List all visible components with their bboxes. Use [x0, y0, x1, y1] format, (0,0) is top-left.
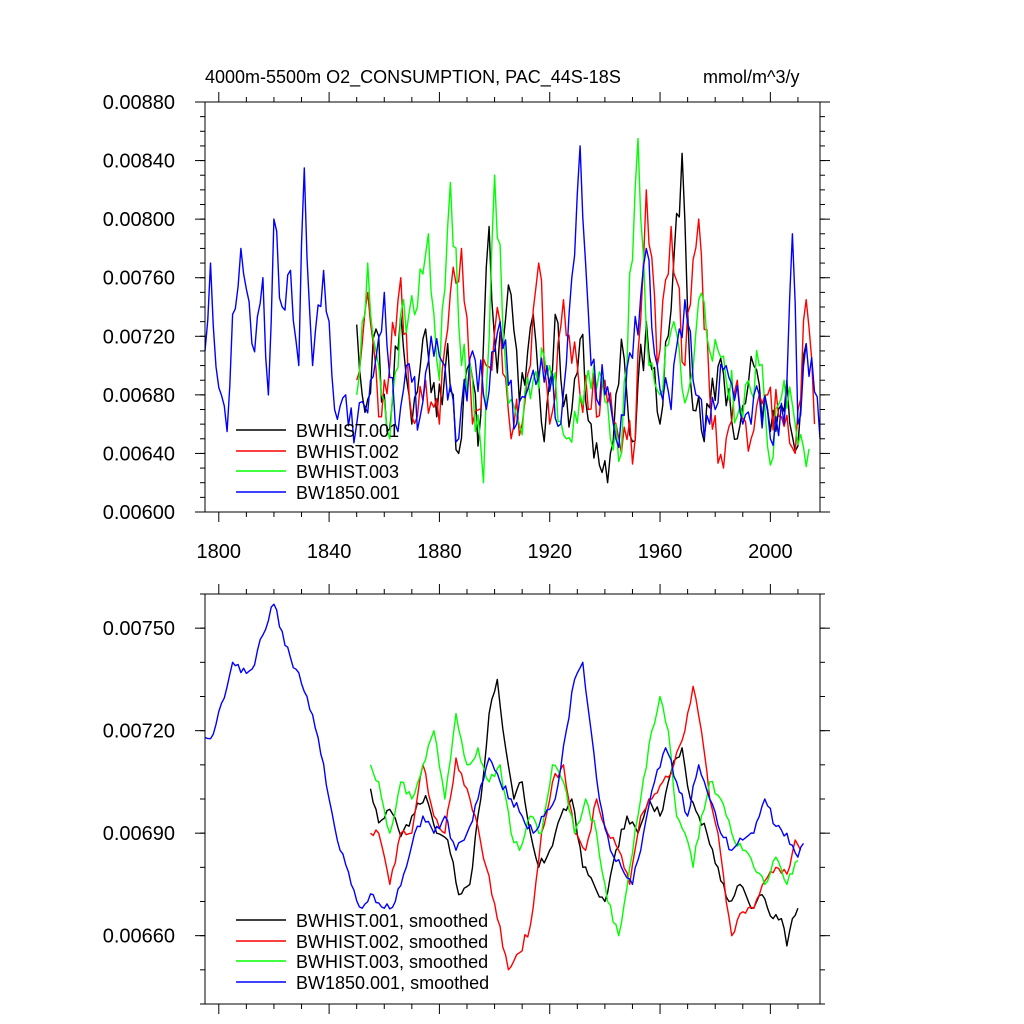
top-y-tick-label: 0.00840: [103, 151, 175, 173]
top-panel-units: mmol/m^3/y: [703, 67, 799, 87]
top-series-lines: [204, 137, 821, 484]
top-legend-label-3: BWHIST.003: [296, 462, 399, 482]
top-x-tick-label: 2000: [748, 541, 793, 563]
top-y-tick-label: 0.00600: [103, 502, 175, 524]
top-plot-frame: [204, 101, 821, 513]
top-x-tick-labels: 1800 1840 1880 1920 1960 2000: [197, 541, 793, 563]
bottom-series-line-2: [370, 685, 802, 971]
bottom-y-tick-labels: 0.00660 0.00690 0.00720 0.00750: [103, 618, 175, 948]
bottom-series-lines: [204, 603, 805, 971]
top-y-tick-label: 0.00880: [103, 92, 175, 114]
top-series-line-3: [356, 137, 810, 484]
bottom-y-tick-label: 0.00750: [103, 618, 175, 640]
top-y-tick-labels: 0.00600 0.00640 0.00680 0.00720 0.00760 0.008…: [103, 92, 175, 524]
top-legend-label-1: BWHIST.001: [296, 421, 399, 441]
bottom-legend-label-2: BWHIST.002, smoothed: [296, 932, 488, 952]
top-y-tick-label: 0.00680: [103, 385, 175, 407]
bottom-legend-label-1: BWHIST.001, smoothed: [296, 911, 488, 931]
top-legend-label-2: BWHIST.002: [296, 442, 399, 462]
bottom-series-line-3: [369, 695, 799, 937]
bottom-legend: BWHIST.001, smoothed BWHIST.002, smoothe…: [236, 911, 489, 993]
top-axis-ticks: [195, 92, 830, 522]
bottom-panel: 0.00660 0.00690 0.00720 0.00750 BWHIST.001,…: [103, 584, 830, 1014]
top-x-tick-label: 1960: [638, 541, 683, 563]
top-x-tick-label: 1880: [417, 541, 462, 563]
top-y-tick-label: 0.00760: [103, 268, 175, 290]
bottom-legend-label-3: BWHIST.003, smoothed: [296, 952, 488, 972]
top-panel-title: 4000m-5500m O2_CONSUMPTION, PAC_44S-18S: [205, 67, 621, 88]
bottom-y-tick-label: 0.00720: [103, 721, 175, 743]
bottom-y-tick-label: 0.00690: [103, 823, 175, 845]
top-x-tick-label: 1800: [197, 541, 242, 563]
top-series-line-4: [204, 145, 821, 449]
top-series-line-1: [356, 152, 807, 484]
bottom-plot-frame: [204, 593, 821, 1005]
top-x-tick-label: 1840: [307, 541, 352, 563]
bottom-series-line-1: [369, 678, 799, 947]
top-y-tick-label: 0.00720: [103, 326, 175, 348]
top-x-tick-label: 1920: [527, 541, 572, 563]
bottom-axis-ticks: [195, 584, 830, 1014]
top-legend-label-4: BW1850.001: [296, 483, 400, 503]
top-y-tick-label: 0.00640: [103, 443, 175, 465]
top-y-tick-label: 0.00800: [103, 209, 175, 231]
top-panel: 4000m-5500m O2_CONSUMPTION, PAC_44S-18S …: [103, 67, 830, 563]
bottom-y-tick-label: 0.00660: [103, 926, 175, 948]
bottom-series-line-4: [204, 603, 805, 910]
bottom-legend-label-4: BW1850.001, smoothed: [296, 973, 489, 993]
top-legend: BWHIST.001 BWHIST.002 BWHIST.003 BW1850.…: [236, 421, 400, 503]
